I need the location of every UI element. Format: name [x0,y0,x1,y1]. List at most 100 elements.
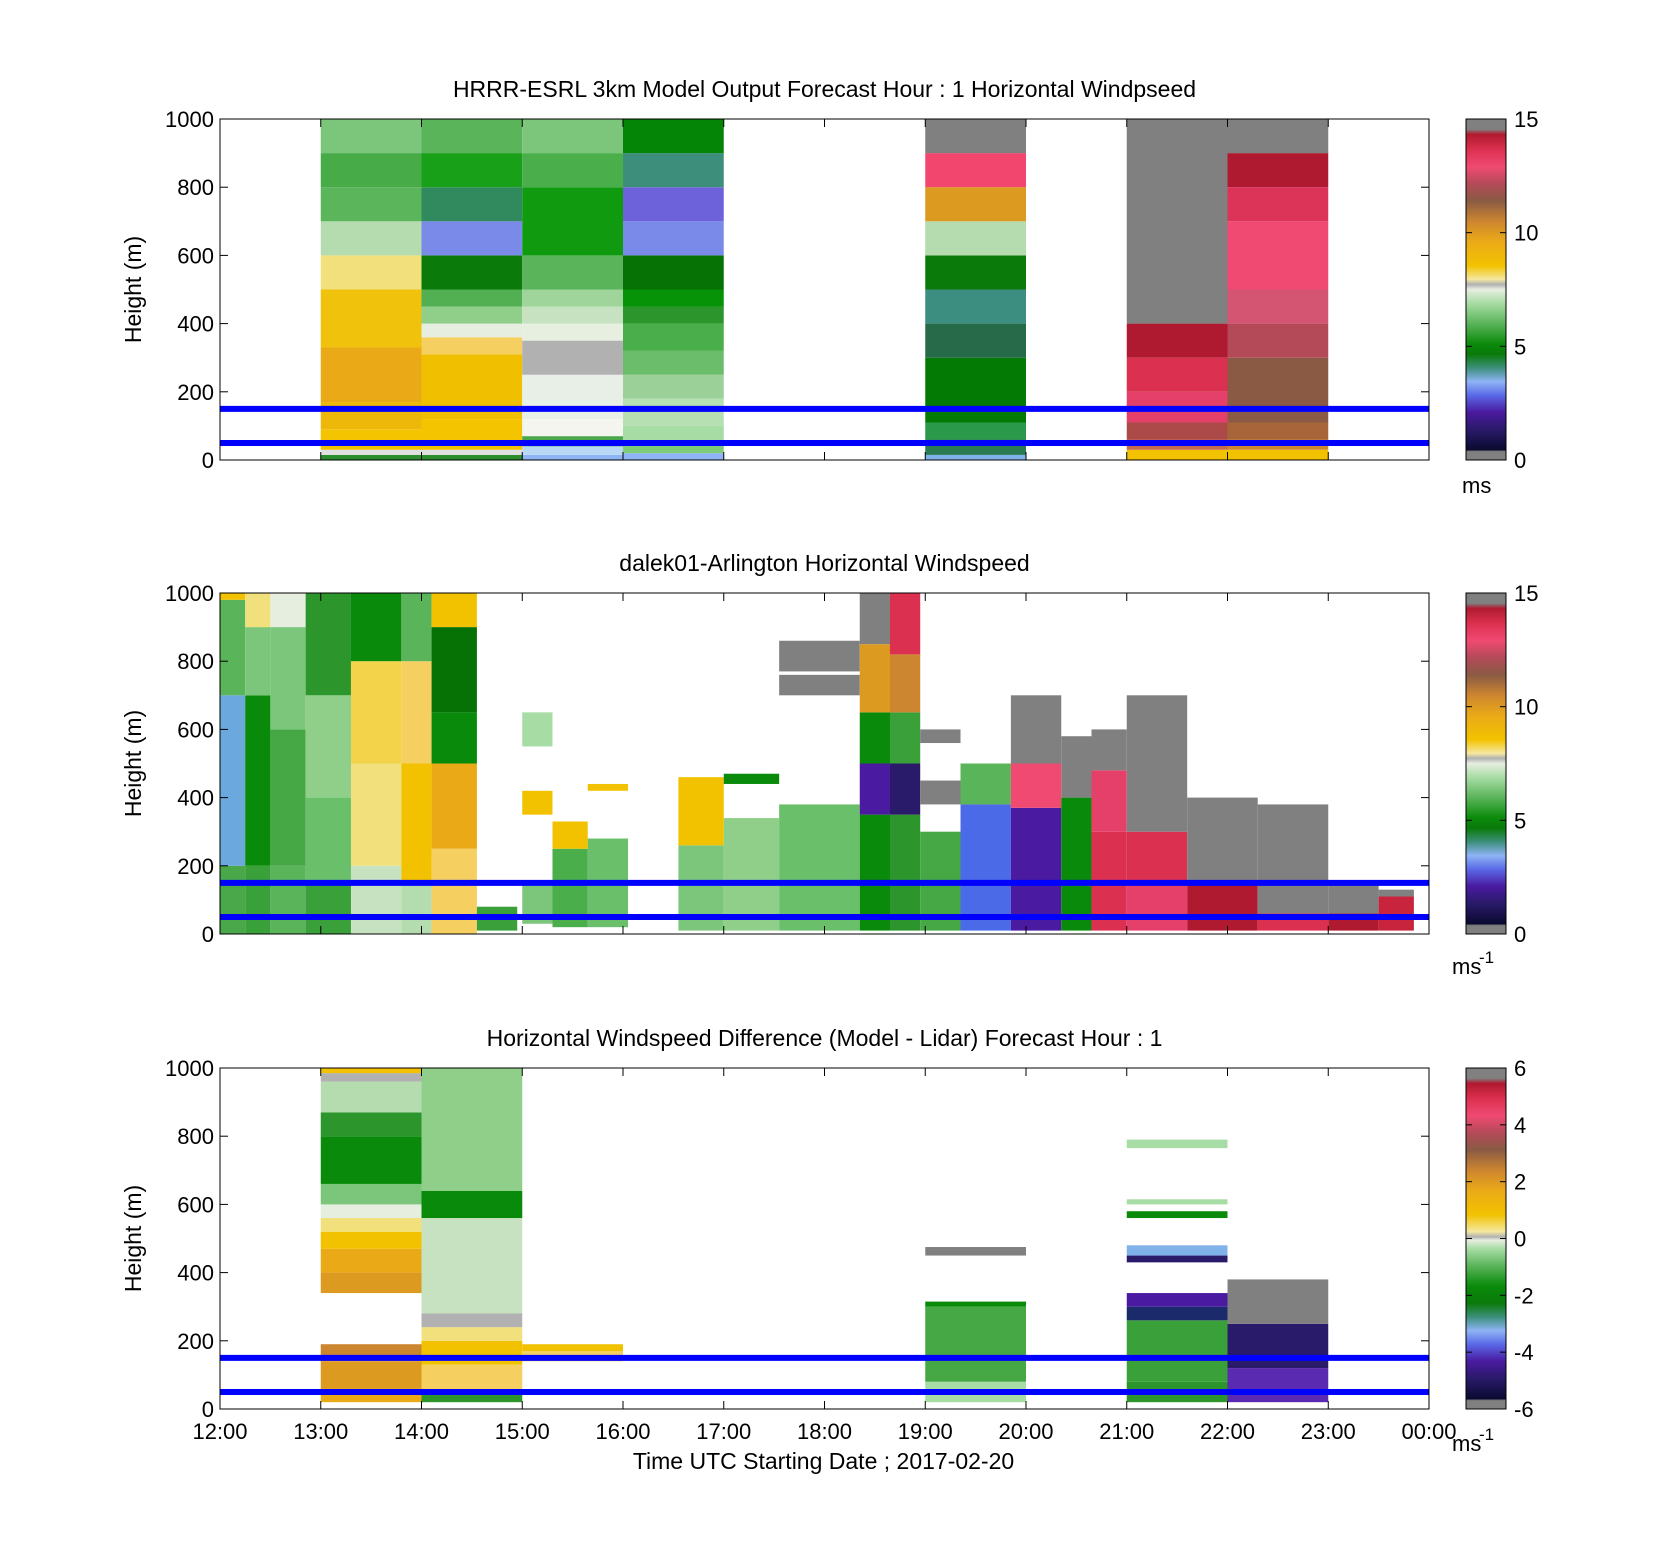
heatmap-cells [320,119,1329,460]
y-tick-label: 200 [177,1329,214,1354]
heatmap-cell [401,593,432,662]
heatmap-cell [220,599,246,696]
heatmap-cell [220,593,246,600]
heatmap-cell [1227,1368,1329,1403]
heatmap-cell [623,442,724,454]
panel-model-output: 0 200 400 600 800 1000 HRRR-ESRL 3km Model Out… [120,76,1538,498]
x-tick-label: 17:00 [696,1419,751,1444]
heatmap-cell [1227,221,1329,290]
heatmap-cell [920,729,961,744]
colorbar-unit: ms [1452,954,1481,979]
heatmap-cell [270,627,306,730]
heatmap-cell [320,1248,422,1273]
heatmap-cell [623,221,724,256]
heatmap-cell [421,306,523,324]
colorbar-tick-label: 0 [1514,448,1526,473]
heatmap-cell [431,848,477,934]
heatmap-cell [305,695,351,798]
heatmap-cell [623,255,724,290]
heatmap-cell [431,763,477,849]
heatmap-cell [1227,289,1329,324]
heatmap-cell [1061,736,1092,798]
heatmap-cell [1126,882,1188,931]
heatmap-cell [421,255,523,290]
heatmap-cell [320,1204,422,1219]
heatmap-cell [270,593,306,628]
heatmap-cell [1227,357,1329,423]
heatmap-cell [320,1081,422,1113]
heatmap-cell [1010,807,1062,931]
heatmap-cell [320,1068,422,1074]
heatmap-cell [623,153,724,188]
heatmap-cell [1126,1293,1228,1307]
heatmap-cell [1227,119,1329,154]
heatmap-cell [920,780,961,805]
colorbar-tick-label: -2 [1514,1283,1534,1308]
heatmap-cell [889,763,921,815]
y-tick-label: 0 [202,922,214,947]
heatmap-cell [889,654,921,713]
heatmap-cell [522,187,623,256]
heatmap-cell [522,374,623,420]
heatmap-cell [421,337,523,355]
heatmap-cell [925,323,1026,358]
colorbar-tick-label: 10 [1514,221,1538,246]
heatmap-cell [623,323,724,351]
x-tick-label: 21:00 [1099,1419,1154,1444]
colorbar-tick-label: 6 [1514,1056,1526,1081]
y-tick-label: 0 [202,448,214,473]
heatmap-cell [522,790,553,815]
colorbar-tick-label: -6 [1514,1397,1534,1422]
heatmap-cell [245,865,271,934]
heatmap-cell [421,449,523,455]
y-tick-label: 400 [177,1261,214,1286]
heatmap-cell [1328,882,1379,914]
y-tick-label: 200 [177,380,214,405]
heatmap-cell [421,119,523,154]
heatmap-cell [522,119,623,154]
heatmap-cell [1227,1323,1329,1369]
heatmap-cell [320,187,422,222]
heatmap-cell [305,882,351,934]
y-tick-label: 800 [177,175,214,200]
heatmap-cell [522,255,623,290]
colorbar-tick-label: 0 [1514,1227,1526,1252]
heatmap-cell [1126,323,1228,358]
heatmap-cell [723,773,780,784]
colorbar-unit-exponent: -1 [1479,1425,1494,1444]
heatmap-cell [522,446,623,455]
heatmap-cell [320,347,422,403]
heatmap-cell [723,818,780,931]
heatmap-cell [1061,797,1092,931]
heatmap-cell [320,454,422,460]
x-tick-label: 23:00 [1301,1419,1356,1444]
heatmap-cell [350,593,402,662]
y-tick-label: 600 [177,1192,214,1217]
heatmap-cell [522,1344,623,1352]
y-tick-label: 1000 [165,581,214,606]
heatmap-cell [1227,1279,1329,1324]
y-tick-label: 400 [177,786,214,811]
y-tick-label: 1000 [165,107,214,132]
y-tick-label: 400 [177,312,214,337]
heatmap-cell [421,221,523,256]
heatmap-cell [925,289,1026,324]
colorbar [1465,118,1507,461]
colorbar-tick-label: 4 [1514,1113,1526,1138]
heatmap-cell [1126,1211,1228,1219]
heatmap-cell [1126,1306,1228,1321]
heatmap-cell [350,865,402,934]
heatmap-cell [320,1361,422,1389]
chart-title: HRRR-ESRL 3km Model Output Forecast Hour… [453,76,1196,102]
heatmap-cell [1126,1245,1228,1256]
heatmap-cell [925,1301,1026,1307]
heatmap-cell [320,1112,422,1137]
heatmap-cell [623,289,724,307]
heatmap-cell [1010,695,1062,764]
heatmap-cell [320,221,422,256]
heatmap-cell [401,882,432,934]
heatmap-cell [859,814,890,931]
heatmap-cell [320,1272,422,1294]
heatmap-cell [305,593,351,696]
heatmap-cell [1126,1255,1228,1263]
